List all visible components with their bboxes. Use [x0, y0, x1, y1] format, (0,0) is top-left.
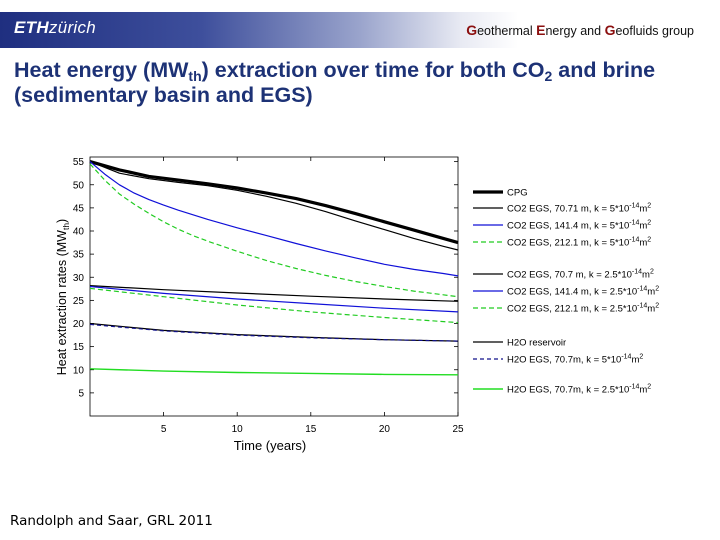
legend-exponent: -14 — [629, 237, 639, 244]
title-part-2: ) extraction over time for both CO — [201, 58, 545, 82]
group-rest-3: eofluids — [615, 24, 659, 38]
y-tick-label: 30 — [73, 273, 85, 284]
x-tick-label: 5 — [161, 424, 167, 435]
legend-exponent: -14 — [637, 303, 647, 310]
legend-exponent: -14 — [632, 269, 642, 276]
series-line-8 — [89, 322, 459, 342]
y-tick-label: 15 — [73, 342, 85, 353]
logo-eth: ETH — [14, 18, 49, 37]
eth-zurich-logo: ETHzürich — [14, 18, 96, 38]
axes-layer: 5 10 15 20 25 5 10 15 20 25 30 35 40 45 50 55 — [73, 156, 464, 435]
header-bar — [0, 12, 720, 48]
legend-unit: m — [639, 238, 647, 249]
legend-label-2: CO2 EGS, 70.71 m, k = 5*10-14m2 — [507, 203, 651, 215]
series-line-9 — [89, 323, 459, 342]
group-rest-4: group — [658, 24, 694, 38]
logo-zurich: zürich — [48, 18, 97, 37]
series-line-10 — [89, 368, 459, 376]
legend-unit-exponent: 2 — [650, 269, 654, 276]
series-line-3 — [89, 161, 459, 277]
x-tick-label: 20 — [379, 424, 391, 435]
series-line-5 — [89, 285, 459, 302]
legend-label-4: CO2 EGS, 212.1 m, k = 5*10-14m2 — [507, 237, 651, 249]
legend-label-3: CO2 EGS, 141.4 m, k = 5*10-14m2 — [507, 220, 651, 232]
legend-unit: m — [631, 355, 639, 366]
legend-name: H2O EGS, 70.7m, k = 5*10 — [507, 355, 621, 366]
group-initial-1: G — [466, 22, 478, 38]
group-initial-2: E — [536, 22, 546, 38]
y-tick-label: 55 — [73, 157, 85, 168]
legend-name: CO2 EGS, 70.71 m, k = 5*10 — [507, 204, 629, 215]
legend-name: CO2 EGS, 141.4 m, k = 2.5*10 — [507, 287, 637, 298]
title-sub-2: 2 — [544, 68, 553, 84]
legend-name: CPG — [507, 188, 528, 199]
legend-exponent: -14 — [629, 203, 639, 210]
legend-exponent: -14 — [629, 220, 639, 227]
group-name: Geothermal Energy and Geofluids group — [466, 22, 694, 38]
title-part-1: Heat energy (MW — [14, 58, 189, 82]
legend-label-1: CPG — [507, 188, 528, 199]
series-layer — [89, 160, 459, 376]
legend-unit: m — [639, 221, 647, 232]
legend-unit: m — [639, 204, 647, 215]
legend-unit-exponent: 2 — [647, 203, 651, 210]
series-line-1 — [89, 160, 459, 245]
y-tick-label: 40 — [73, 227, 85, 238]
y-tick-label: 20 — [73, 319, 85, 330]
x-tick-label: 25 — [452, 424, 464, 435]
slide-title: Heat energy (MWth) extraction over time … — [14, 58, 704, 108]
legend-unit: m — [642, 270, 650, 281]
x-axis-label: Time (years) — [234, 438, 306, 453]
y-axis-label: Heat extraction rates (MWth) — [55, 219, 71, 375]
legend-label-7: CO2 EGS, 212.1 m, k = 2.5*10-14m2 — [507, 303, 659, 315]
citation: Randolph and Saar, GRL 2011 — [10, 513, 213, 529]
group-rest-2: nergy and — [545, 24, 605, 38]
legend-label-8: H2O reservoir — [507, 338, 566, 349]
x-tick-label: 10 — [232, 424, 244, 435]
series-line-6 — [89, 285, 459, 313]
legend-name: CO2 EGS, 141.4 m, k = 5*10 — [507, 221, 629, 232]
x-tick-label: 15 — [305, 424, 317, 435]
y-axis-label-main: Heat extraction rates (MW — [55, 230, 69, 375]
legend-name: H2O reservoir — [507, 338, 566, 349]
legend-unit-exponent: 2 — [647, 384, 651, 391]
legend-label-10: H2O EGS, 70.7m, k = 2.5*10-14m2 — [507, 384, 651, 396]
group-rest-1: eothermal — [477, 24, 537, 38]
legend-unit-exponent: 2 — [655, 303, 659, 310]
title-sub-th: th — [188, 68, 202, 84]
legend-label-6: CO2 EGS, 141.4 m, k = 2.5*10-14m2 — [507, 286, 659, 298]
legend-label-5: CO2 EGS, 70.7 m, k = 2.5*10-14m2 — [507, 269, 654, 281]
series-line-4 — [89, 163, 459, 298]
series-line-7 — [89, 287, 459, 324]
y-tick-label: 5 — [78, 388, 84, 399]
legend-unit: m — [647, 287, 655, 298]
legend-unit-exponent: 2 — [647, 220, 651, 227]
legend-unit: m — [639, 385, 647, 396]
legend-name: CO2 EGS, 212.1 m, k = 5*10 — [507, 238, 629, 249]
y-tick-label: 35 — [73, 250, 85, 261]
legend-unit: m — [647, 304, 655, 315]
y-axis-label-sub: th — [61, 223, 71, 230]
y-tick-label: 10 — [73, 365, 85, 376]
y-tick-label: 50 — [73, 180, 85, 191]
legend-unit-exponent: 2 — [647, 237, 651, 244]
legend-exponent: -14 — [629, 384, 639, 391]
legend-exponent: -14 — [637, 286, 647, 293]
legend-name: H2O EGS, 70.7m, k = 2.5*10 — [507, 385, 629, 396]
legend-unit-exponent: 2 — [655, 286, 659, 293]
series-line-2 — [89, 161, 459, 251]
legend-name: CO2 EGS, 212.1 m, k = 2.5*10 — [507, 304, 637, 315]
y-axis-label-end: ) — [55, 219, 69, 223]
legend-label-9: H2O EGS, 70.7m, k = 5*10-14m2 — [507, 354, 643, 366]
y-tick-label: 25 — [73, 296, 85, 307]
legend-exponent: -14 — [621, 354, 631, 361]
legend-unit-exponent: 2 — [639, 354, 643, 361]
group-initial-3: G — [604, 22, 616, 38]
y-tick-label: 45 — [73, 203, 85, 214]
legend-name: CO2 EGS, 70.7 m, k = 2.5*10 — [507, 270, 632, 281]
title-part-3: and brine (sedimentary basin and EGS) — [14, 58, 656, 107]
